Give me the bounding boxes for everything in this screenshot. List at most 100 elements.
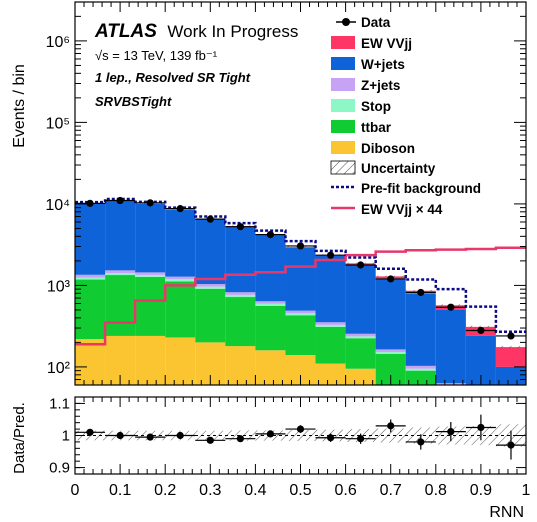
xtick-label-0: 0 <box>71 482 80 499</box>
bar-ttbar-5 <box>225 297 256 347</box>
bar-zjets-8 <box>315 322 346 325</box>
data-points <box>74 196 527 340</box>
data-point-6 <box>266 231 275 239</box>
bar-wjets-8 <box>315 255 346 323</box>
data-point-13 <box>477 326 485 335</box>
data-point-2 <box>146 199 154 207</box>
bar-wjets-0 <box>75 203 106 275</box>
bar-zjets-2 <box>135 272 166 275</box>
bar-diboson-3 <box>165 337 196 385</box>
ytick-label-5: 10⁵ <box>46 115 70 132</box>
uncertainty-ratio-10 <box>375 428 406 443</box>
ratio-point-3 <box>176 431 184 440</box>
bar-zjets-9 <box>345 333 376 337</box>
data-point-12 <box>447 303 455 311</box>
bar-wjets-14 <box>495 366 526 385</box>
ratio-point-8 <box>326 434 335 442</box>
svg-text:Stop: Stop <box>361 99 391 114</box>
energy-lumi-annotation: √s = 13 TeV, 139 fb⁻¹ <box>95 48 218 63</box>
bar-diboson-9 <box>345 368 376 385</box>
bar-stop-10 <box>375 352 406 355</box>
xtick-label-5: 0.5 <box>289 482 311 499</box>
svg-text:ttbar: ttbar <box>361 120 392 135</box>
bar-ttbar-11 <box>405 370 436 385</box>
ratio-point-7 <box>296 425 305 433</box>
y-axis-label-ratio: Data/Pred. <box>11 402 28 474</box>
bar-wjets-6 <box>255 235 286 302</box>
bar-ttbar-4 <box>195 288 226 343</box>
ratio-point-0 <box>86 428 94 436</box>
bar-ttbar-3 <box>165 281 196 338</box>
data-point-0 <box>86 199 94 207</box>
bar-diboson-6 <box>255 350 286 385</box>
ratio-axes: 0.9 1 1.1 0 0.1 0.2 0.3 0.4 0.5 0.6 0.7 0.8 0.9 1 <box>49 395 530 499</box>
bar-zjets-3 <box>165 276 196 280</box>
legend-wjets: W+jets <box>331 57 405 72</box>
bar-zjets-5 <box>225 292 256 295</box>
legend-uncertainty: Uncertainty <box>330 160 436 176</box>
bar-ttbar-7 <box>285 315 316 356</box>
legend-ttbar: ttbar <box>331 120 392 135</box>
xtick-label-1: 0.1 <box>109 482 131 499</box>
bar-zjets-6 <box>255 301 286 304</box>
region-annotation: 1 lep., Resolved SR Tight <box>95 70 251 85</box>
legend-zjets: Z+jets <box>331 78 400 93</box>
bar-zjets-4 <box>195 284 226 287</box>
xtick-label-7: 0.7 <box>380 482 402 499</box>
bar-stop-2 <box>135 274 166 277</box>
bar-stop-6 <box>255 303 286 306</box>
bar-ttbar-9 <box>345 338 376 369</box>
bar-wjets-2 <box>135 203 166 273</box>
prefit-background-line <box>75 197 526 334</box>
xtick-label-9: 0.9 <box>470 482 492 499</box>
bar-zjets-12 <box>435 383 466 385</box>
bar-diboson-0 <box>75 339 106 385</box>
ytick-label-2: 10² <box>47 360 71 377</box>
selection-annotation: SRVBSTight <box>95 94 172 109</box>
svg-text:EW VVjj × 44: EW VVjj × 44 <box>361 202 443 217</box>
bar-stop-5 <box>225 294 256 298</box>
legend-diboson: Diboson <box>331 141 415 156</box>
xtick-label-4: 0.4 <box>244 482 266 499</box>
bar-ttbar-8 <box>315 326 346 364</box>
data-point-11 <box>417 288 425 297</box>
data-point-14 <box>507 332 515 340</box>
ytick-label-3: 10³ <box>47 278 71 295</box>
bar-wjets-12 <box>435 309 466 384</box>
xtick-label-10: 1 <box>522 482 531 499</box>
svg-text:Data: Data <box>361 15 391 30</box>
legend-data: Data <box>336 15 391 30</box>
bar-ttbar-1 <box>105 275 136 336</box>
bar-ttbar-0 <box>75 279 106 340</box>
ratio-point-9 <box>357 435 365 443</box>
legend: Data EW VVjj W+jets Z+jets Stop ttbar Di… <box>330 15 481 217</box>
legend-ewvvjj: EW VVjj <box>331 36 412 51</box>
bar-ttbar-12 <box>436 388 466 416</box>
ytick-label-6: 10⁶ <box>46 34 70 51</box>
uncertainty-ratio-7 <box>285 430 316 441</box>
svg-text:Uncertainty: Uncertainty <box>361 161 436 176</box>
data-point-7 <box>296 242 305 250</box>
bar-wjets-13 <box>465 335 496 385</box>
bar-stop-11 <box>405 368 436 371</box>
bar-wjets-1 <box>105 200 136 271</box>
bar-stop-9 <box>345 336 376 339</box>
bar-zjets-0 <box>75 274 106 278</box>
bar-wjets-11 <box>405 293 436 366</box>
data-point-9 <box>357 261 365 269</box>
ratio-points <box>74 414 527 460</box>
bar-wjets-5 <box>225 226 256 293</box>
ratio-point-2 <box>146 433 154 441</box>
ratio-point-1 <box>116 431 124 440</box>
xtick-label-2: 0.2 <box>154 482 176 499</box>
bar-stop-8 <box>315 324 346 327</box>
xtick-label-6: 0.6 <box>334 482 356 499</box>
ratio-point-6 <box>266 430 275 438</box>
bar-wjets-7 <box>285 247 316 311</box>
bar-wjets-10 <box>375 278 406 350</box>
data-point-10 <box>387 275 395 283</box>
atlas-experiment-text: ATLAS <box>94 21 157 42</box>
atlas-label: ATLAS Work In Progress <box>94 21 298 42</box>
bar-diboson-2 <box>135 335 166 385</box>
bar-wjets-4 <box>195 219 226 285</box>
